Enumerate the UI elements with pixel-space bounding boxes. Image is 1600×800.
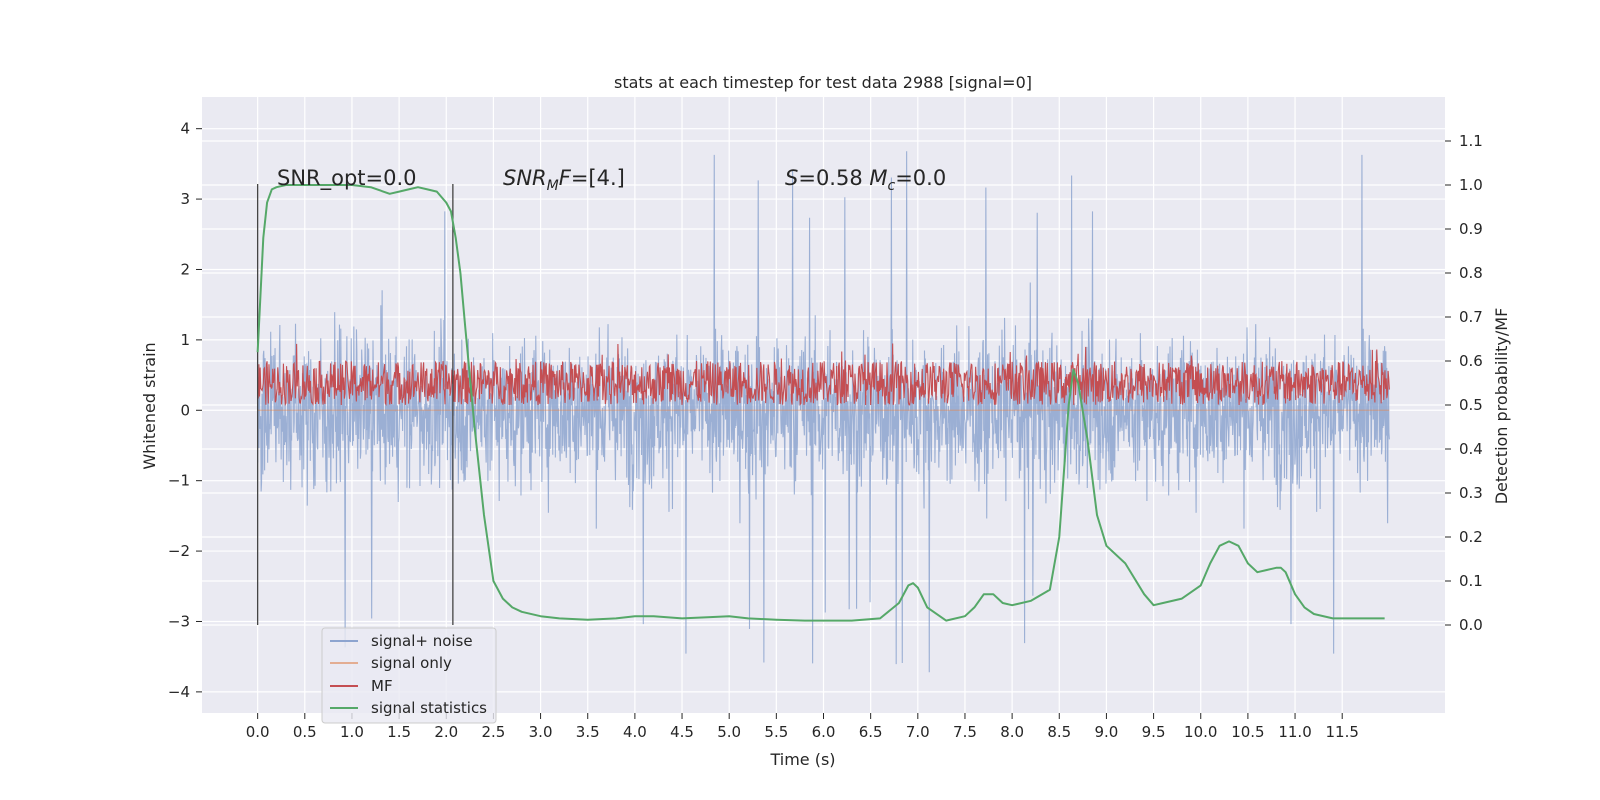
noise-line (257, 151, 1390, 673)
y2-tick-label-0: 1.1 (1459, 132, 1483, 150)
annotation-s-label: S (785, 166, 798, 190)
x-tick-label-21: 10.5 (1231, 723, 1264, 741)
x-tick-label-6: 3.0 (529, 723, 553, 741)
x-tick-label-3: 1.5 (387, 723, 411, 741)
y2-tick-label-9: 0.2 (1459, 528, 1483, 546)
y-tick-label-7: −3 (168, 612, 190, 630)
x-tick-label-22: 11.0 (1278, 723, 1311, 741)
legend-label-noise: signal+ noise (371, 632, 473, 650)
x-tick-label-4: 2.0 (434, 723, 458, 741)
legend-label-mf: MF (371, 677, 393, 695)
series-mf (257, 343, 1390, 407)
annotation-s-mc: S=0.58 Mc=0.0 (785, 166, 946, 194)
y-tick-label-5: −1 (168, 472, 190, 490)
y-tick-label-8: −4 (168, 683, 190, 701)
y-tick-label-4: 0 (180, 401, 190, 419)
y2-axis-label: Detection probability/MF (1492, 308, 1511, 505)
x-tick-label-17: 8.5 (1047, 723, 1071, 741)
series-signal-statistics (256, 184, 1385, 622)
legend-label-stats: signal statistics (371, 699, 487, 717)
y2-tick-label-6: 0.5 (1459, 396, 1483, 414)
x-tick-label-8: 4.0 (623, 723, 647, 741)
x-tick-label-23: 11.5 (1325, 723, 1358, 741)
x-tick-label-0: 0.0 (246, 723, 270, 741)
y-tick-label-1: 3 (180, 190, 190, 208)
x-tick-label-13: 6.5 (859, 723, 883, 741)
annotation-snr-mf-f: F (559, 166, 572, 190)
x-tick-label-12: 6.0 (812, 723, 836, 741)
x-tick-label-10: 5.0 (717, 723, 741, 741)
x-tick-label-20: 10.0 (1184, 723, 1217, 741)
signal-statistics-line (256, 184, 1385, 622)
annotation-snr-mf-snr: SNR (503, 166, 547, 190)
annotation-snr-mf-value: =[4.] (571, 166, 625, 190)
chart-title: stats at each timestep for test data 298… (614, 73, 1032, 92)
mf-line (257, 343, 1390, 407)
x-tick-label-9: 4.5 (670, 723, 694, 741)
annotation-mc-label: M (869, 166, 887, 190)
y2-tick-label-7: 0.4 (1459, 440, 1483, 458)
y-tick-label-0: 4 (180, 120, 190, 138)
annotation-snr-mf-sub: M (547, 178, 559, 194)
annotation-mc-sub: c (888, 178, 896, 194)
annotation-snr-opt: SNR_opt=0.0 (277, 166, 417, 191)
annotation-snr-mf: SNRMF=[4.] (503, 166, 625, 194)
x-tick-label-2: 1.0 (340, 723, 364, 741)
y2-tick-label-3: 0.8 (1459, 264, 1483, 282)
x-tick-label-16: 8.0 (1000, 723, 1024, 741)
y2-tick-label-2: 0.9 (1459, 220, 1483, 238)
x-tick-label-14: 7.0 (906, 723, 930, 741)
x-tick-label-19: 9.5 (1142, 723, 1166, 741)
y2-tick-label-8: 0.3 (1459, 484, 1483, 502)
y-tick-label-6: −2 (168, 542, 190, 560)
x-tick-label-1: 0.5 (293, 723, 317, 741)
y2-tick-label-11: 0.0 (1459, 616, 1483, 634)
series-noise (257, 151, 1390, 673)
x-tick-label-7: 3.5 (576, 723, 600, 741)
x-tick-label-11: 5.5 (764, 723, 788, 741)
y2-tick-label-1: 1.0 (1459, 176, 1483, 194)
x-tick-label-15: 7.5 (953, 723, 977, 741)
x-tick-label-18: 9.0 (1094, 723, 1118, 741)
y-tick-label-3: 1 (180, 331, 190, 349)
x-axis-label: Time (s) (769, 750, 835, 769)
x-tick-label-5: 2.5 (481, 723, 505, 741)
y-tick-label-2: 2 (180, 260, 190, 278)
marker-lines (256, 184, 454, 625)
legend-box (321, 627, 497, 724)
legend: signal+ noise signal only MF signal stat… (321, 627, 497, 724)
legend-label-signal-only: signal only (371, 654, 452, 672)
annotation-s-value: =0.58 (798, 166, 869, 190)
y2-tick-label-5: 0.6 (1459, 352, 1483, 370)
y2-tick-label-4: 0.7 (1459, 308, 1483, 326)
y-axis-label: Whitened strain (140, 342, 159, 469)
y2-tick-label-10: 0.1 (1459, 572, 1483, 590)
axes: 0.0 0.5 1.0 1.5 2.0 2.5 3.0 3.5 4.0 4.5 5.0 5.5 6.0 6… (168, 120, 1483, 741)
annotation-mc-value: =0.0 (895, 166, 946, 190)
